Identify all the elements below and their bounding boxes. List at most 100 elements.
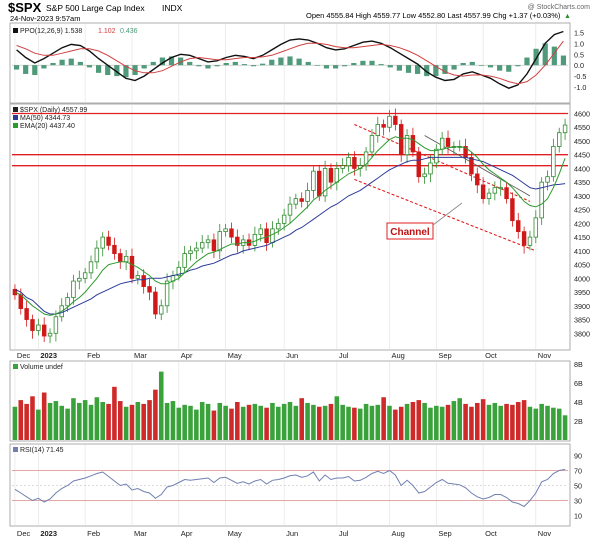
legend-ema20-swatch (13, 123, 18, 128)
ppo-histogram-bar (105, 65, 111, 76)
ppo-histogram-bar (168, 56, 175, 66)
volume-bar (24, 403, 29, 440)
legend-volume: Volume undef (20, 364, 63, 371)
volume-bar (117, 401, 123, 440)
volume-bar (240, 406, 246, 440)
volume-bar (393, 409, 398, 440)
price-candle (369, 135, 375, 153)
price-candle (533, 217, 539, 238)
ppo-histogram-bar (524, 57, 530, 66)
price-candle (252, 233, 258, 246)
price-candle (545, 176, 550, 183)
volume-bar (515, 402, 521, 440)
ppo-histogram-bar (13, 65, 20, 70)
ppo-histogram-bar (332, 65, 339, 69)
ppo-signal-line (16, 40, 564, 85)
x-axis-label: Nov (538, 351, 552, 360)
x-axis-label-bottom: Feb (87, 529, 100, 538)
price-candle (141, 275, 146, 287)
ppo-histogram-bar (478, 65, 485, 66)
volume-bar (428, 407, 433, 440)
price-candle (135, 275, 141, 279)
price-candle (334, 168, 340, 183)
price-candle (112, 244, 117, 254)
ppo-tick-label: 0.0 (574, 61, 584, 70)
symbol-title: $SPX (8, 0, 42, 15)
x-axis-label: May (228, 351, 242, 360)
legend-ppo-signal: 1.102 (98, 28, 116, 35)
x-axis-label-bottom: May (228, 529, 242, 538)
volume-bar (562, 415, 568, 440)
ppo-histogram-bar (287, 56, 293, 66)
ppo-histogram-bar (424, 65, 430, 77)
volume-bar (65, 408, 70, 440)
ppo-histogram-bar (497, 65, 503, 71)
volume-bar (71, 398, 76, 440)
volume-tick-label: 8B (574, 360, 583, 369)
legend-ppo-hist: 0.436 (120, 28, 138, 35)
volume-bar (223, 405, 228, 440)
ppo-histogram-bar (360, 60, 366, 66)
volume-bar (170, 401, 176, 440)
price-candle (164, 280, 170, 307)
price-candle (129, 255, 135, 279)
rsi-panel (9, 443, 571, 527)
x-axis-label-bottom: Jul (339, 529, 349, 538)
price-candle (504, 187, 509, 200)
price-candle (498, 187, 503, 190)
price-tick-label: 4100 (574, 247, 590, 256)
volume-bar (287, 402, 293, 440)
x-axis-label-bottom: Aug (391, 529, 404, 538)
price-candle (65, 297, 70, 307)
price-candle (18, 294, 23, 309)
ppo-histogram-bar (178, 57, 184, 66)
price-candle (422, 173, 427, 178)
ppo-histogram-bar (314, 65, 320, 66)
price-candle (47, 332, 53, 337)
x-axis-label-bottom: 2023 (40, 529, 57, 538)
price-candle (480, 184, 486, 200)
ppo-histogram-bar (278, 57, 284, 66)
price-candle (199, 242, 205, 249)
x-axis-label: Jun (286, 351, 298, 360)
ppo-histogram-bar (542, 43, 548, 66)
ppo-histogram-bar (342, 65, 348, 67)
volume-bar (504, 403, 509, 440)
volume-bar (135, 402, 141, 440)
ppo-line (16, 30, 564, 89)
volume-bar (199, 402, 205, 440)
volume-bar (270, 402, 275, 440)
ppo-histogram-bar (351, 63, 357, 66)
volume-bar (77, 402, 82, 440)
volume-bar (252, 403, 258, 440)
ppo-histogram-bar (159, 57, 165, 66)
ppo-histogram-bar (396, 65, 402, 71)
volume-bar (246, 404, 252, 440)
ppo-histogram-bar (442, 65, 448, 74)
x-axis-label: Feb (87, 351, 100, 360)
price-candle (270, 228, 275, 244)
ppo-histogram-bar (241, 64, 248, 66)
price-candle (305, 190, 310, 202)
volume-bar (521, 400, 527, 440)
volume-bar (492, 402, 498, 440)
volume-bar (369, 405, 375, 440)
price-candle (205, 239, 211, 244)
ppo-histogram-bar (515, 65, 521, 67)
channel-lower-line (354, 178, 537, 252)
volume-bar (463, 403, 468, 440)
ppo-histogram-bar (50, 63, 56, 66)
price-candle (229, 228, 234, 238)
price-candle (527, 236, 533, 246)
price-candle (41, 324, 47, 337)
price-candle (188, 250, 193, 254)
volume-bar (106, 403, 111, 440)
volume-bar (404, 403, 410, 440)
volume-bar (158, 371, 164, 440)
price-candle (264, 228, 269, 244)
ppo-histogram-bar (487, 65, 494, 68)
ppo-histogram-bar (95, 65, 102, 73)
ppo-histogram-bar (305, 61, 311, 66)
price-candle (410, 135, 416, 153)
volume-panel (9, 360, 571, 442)
